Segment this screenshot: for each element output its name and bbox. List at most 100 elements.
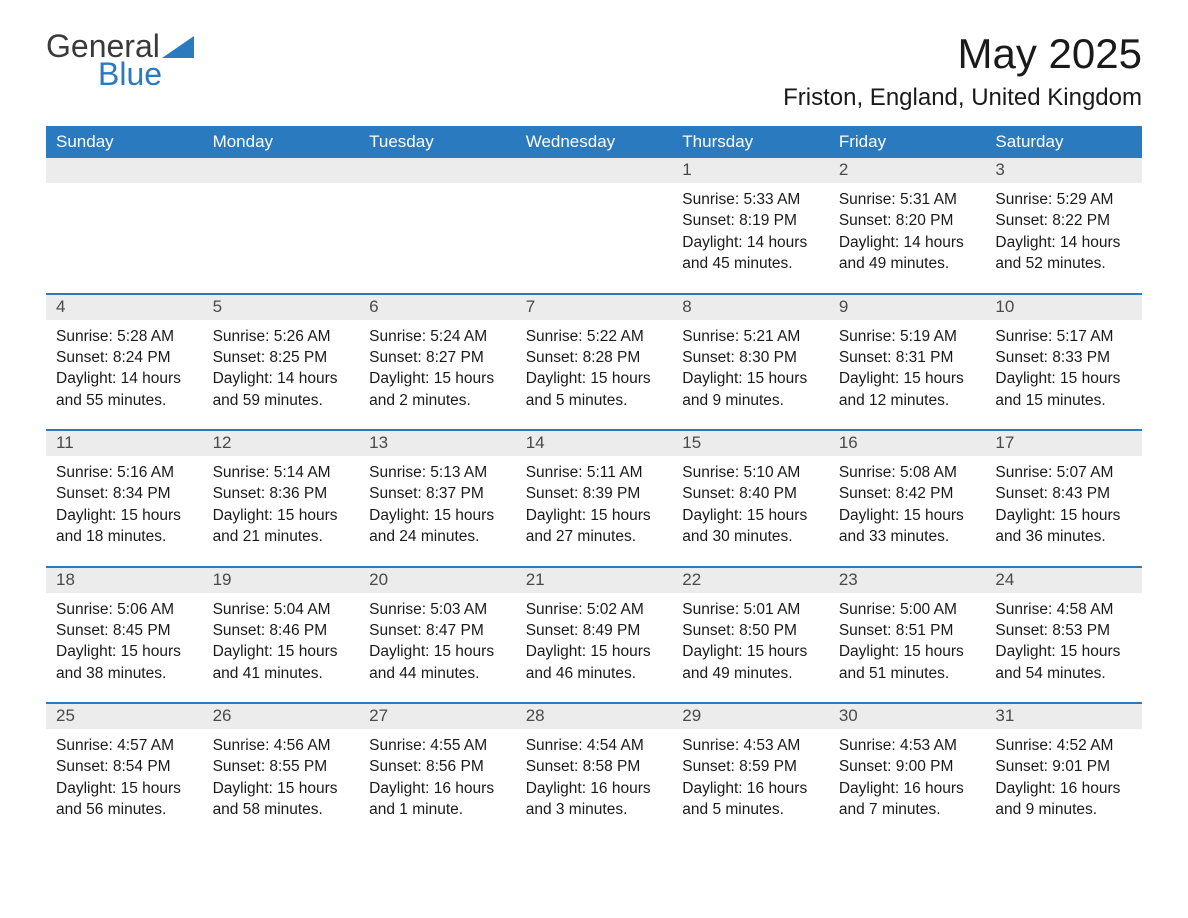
calendar-week: 11121314151617Sunrise: 5:16 AMSunset: 8:… (46, 429, 1142, 566)
logo-triangle-icon (162, 34, 196, 60)
sunset-line: Sunset: 8:40 PM (682, 483, 819, 504)
daylight-line: Daylight: 15 hours and 41 minutes. (213, 641, 350, 684)
daylight-line: Daylight: 14 hours and 55 minutes. (56, 368, 193, 411)
daylight-line: Daylight: 16 hours and 1 minute. (369, 778, 506, 821)
day-number: 3 (985, 158, 1142, 183)
day-cell: Sunrise: 4:56 AMSunset: 8:55 PMDaylight:… (203, 729, 360, 839)
day-cell (516, 183, 673, 293)
sunset-line: Sunset: 9:00 PM (839, 756, 976, 777)
day-cell: Sunrise: 5:17 AMSunset: 8:33 PMDaylight:… (985, 320, 1142, 430)
sunrise-line: Sunrise: 5:22 AM (526, 326, 663, 347)
logo-text-block: General Blue (46, 30, 162, 90)
sunset-line: Sunset: 8:25 PM (213, 347, 350, 368)
sunrise-line: Sunrise: 5:19 AM (839, 326, 976, 347)
day-number (359, 158, 516, 183)
sunset-line: Sunset: 8:43 PM (995, 483, 1132, 504)
sunrise-line: Sunrise: 4:55 AM (369, 735, 506, 756)
daylight-line: Daylight: 16 hours and 7 minutes. (839, 778, 976, 821)
title-block: May 2025 Friston, England, United Kingdo… (783, 30, 1142, 112)
daylight-line: Daylight: 15 hours and 51 minutes. (839, 641, 976, 684)
day-number (203, 158, 360, 183)
month-title: May 2025 (783, 30, 1142, 78)
sunset-line: Sunset: 8:37 PM (369, 483, 506, 504)
day-cell: Sunrise: 4:54 AMSunset: 8:58 PMDaylight:… (516, 729, 673, 839)
day-cell: Sunrise: 5:29 AMSunset: 8:22 PMDaylight:… (985, 183, 1142, 293)
day-cell: Sunrise: 5:00 AMSunset: 8:51 PMDaylight:… (829, 593, 986, 703)
day-number: 16 (829, 431, 986, 456)
day-cell: Sunrise: 5:13 AMSunset: 8:37 PMDaylight:… (359, 456, 516, 566)
day-cell: Sunrise: 5:26 AMSunset: 8:25 PMDaylight:… (203, 320, 360, 430)
daylight-line: Daylight: 15 hours and 58 minutes. (213, 778, 350, 821)
sunset-line: Sunset: 8:33 PM (995, 347, 1132, 368)
daylight-line: Daylight: 15 hours and 24 minutes. (369, 505, 506, 548)
day-cell: Sunrise: 5:14 AMSunset: 8:36 PMDaylight:… (203, 456, 360, 566)
daylight-line: Daylight: 15 hours and 12 minutes. (839, 368, 976, 411)
day-number (46, 158, 203, 183)
weekday-header-row: Sunday Monday Tuesday Wednesday Thursday… (46, 126, 1142, 158)
daylight-line: Daylight: 15 hours and 49 minutes. (682, 641, 819, 684)
sunrise-line: Sunrise: 5:06 AM (56, 599, 193, 620)
day-number: 4 (46, 295, 203, 320)
sunrise-line: Sunrise: 5:21 AM (682, 326, 819, 347)
daylight-line: Daylight: 15 hours and 46 minutes. (526, 641, 663, 684)
calendar-week: 25262728293031Sunrise: 4:57 AMSunset: 8:… (46, 702, 1142, 839)
daylight-line: Daylight: 15 hours and 2 minutes. (369, 368, 506, 411)
day-cell: Sunrise: 5:28 AMSunset: 8:24 PMDaylight:… (46, 320, 203, 430)
sunrise-line: Sunrise: 4:56 AM (213, 735, 350, 756)
sunrise-line: Sunrise: 5:14 AM (213, 462, 350, 483)
logo: General Blue (46, 30, 196, 90)
day-number: 13 (359, 431, 516, 456)
daylight-line: Daylight: 15 hours and 44 minutes. (369, 641, 506, 684)
day-number: 9 (829, 295, 986, 320)
sunset-line: Sunset: 8:20 PM (839, 210, 976, 231)
day-cell: Sunrise: 5:01 AMSunset: 8:50 PMDaylight:… (672, 593, 829, 703)
day-cell: Sunrise: 5:16 AMSunset: 8:34 PMDaylight:… (46, 456, 203, 566)
sunset-line: Sunset: 8:55 PM (213, 756, 350, 777)
day-number-row: 18192021222324 (46, 568, 1142, 593)
page-header: General Blue May 2025 Friston, England, … (46, 30, 1142, 112)
sunrise-line: Sunrise: 4:57 AM (56, 735, 193, 756)
sunrise-line: Sunrise: 5:02 AM (526, 599, 663, 620)
sunrise-line: Sunrise: 4:58 AM (995, 599, 1132, 620)
day-cell: Sunrise: 5:02 AMSunset: 8:49 PMDaylight:… (516, 593, 673, 703)
day-number: 23 (829, 568, 986, 593)
daylight-line: Daylight: 15 hours and 21 minutes. (213, 505, 350, 548)
sunset-line: Sunset: 8:19 PM (682, 210, 819, 231)
daylight-line: Daylight: 14 hours and 52 minutes. (995, 232, 1132, 275)
sunset-line: Sunset: 8:42 PM (839, 483, 976, 504)
day-cell: Sunrise: 5:31 AMSunset: 8:20 PMDaylight:… (829, 183, 986, 293)
day-number: 10 (985, 295, 1142, 320)
daylight-line: Daylight: 15 hours and 9 minutes. (682, 368, 819, 411)
day-cell: Sunrise: 4:53 AMSunset: 9:00 PMDaylight:… (829, 729, 986, 839)
day-number-row: 11121314151617 (46, 431, 1142, 456)
day-cell: Sunrise: 5:19 AMSunset: 8:31 PMDaylight:… (829, 320, 986, 430)
day-number: 24 (985, 568, 1142, 593)
day-number: 27 (359, 704, 516, 729)
day-number: 28 (516, 704, 673, 729)
day-cell: Sunrise: 5:11 AMSunset: 8:39 PMDaylight:… (516, 456, 673, 566)
weekday-label: Tuesday (359, 126, 516, 158)
day-cell: Sunrise: 5:33 AMSunset: 8:19 PMDaylight:… (672, 183, 829, 293)
sunset-line: Sunset: 8:47 PM (369, 620, 506, 641)
location: Friston, England, United Kingdom (783, 84, 1142, 112)
day-number: 1 (672, 158, 829, 183)
day-cell (46, 183, 203, 293)
sunrise-line: Sunrise: 5:08 AM (839, 462, 976, 483)
daylight-line: Daylight: 15 hours and 38 minutes. (56, 641, 193, 684)
day-number: 18 (46, 568, 203, 593)
sunrise-line: Sunrise: 5:00 AM (839, 599, 976, 620)
logo-text-blue: Blue (98, 58, 162, 90)
daylight-line: Daylight: 15 hours and 18 minutes. (56, 505, 193, 548)
day-number: 15 (672, 431, 829, 456)
sunrise-line: Sunrise: 5:28 AM (56, 326, 193, 347)
sunset-line: Sunset: 8:49 PM (526, 620, 663, 641)
sunrise-line: Sunrise: 4:54 AM (526, 735, 663, 756)
sunrise-line: Sunrise: 5:24 AM (369, 326, 506, 347)
daylight-line: Daylight: 14 hours and 49 minutes. (839, 232, 976, 275)
day-cell: Sunrise: 4:53 AMSunset: 8:59 PMDaylight:… (672, 729, 829, 839)
calendar: Sunday Monday Tuesday Wednesday Thursday… (46, 126, 1142, 839)
daylight-line: Daylight: 16 hours and 5 minutes. (682, 778, 819, 821)
day-number: 19 (203, 568, 360, 593)
daylight-line: Daylight: 14 hours and 59 minutes. (213, 368, 350, 411)
day-number: 2 (829, 158, 986, 183)
